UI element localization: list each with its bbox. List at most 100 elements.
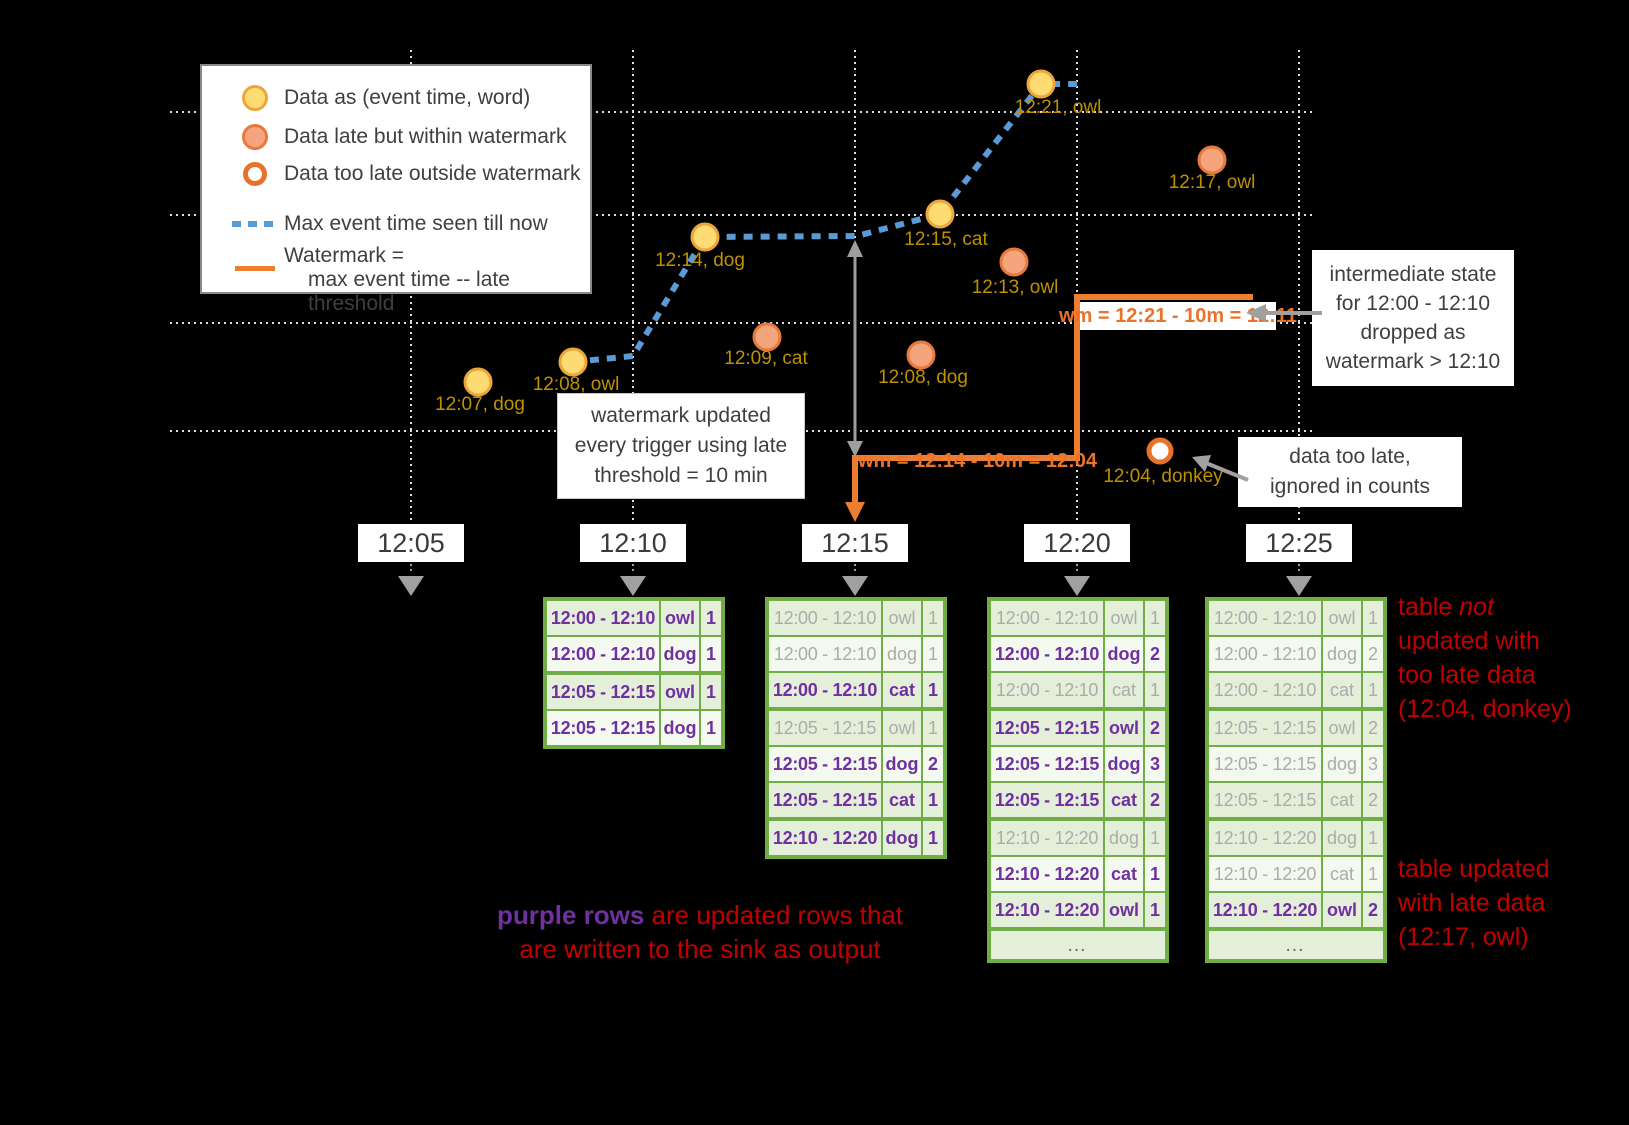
- table-cell-word: cat: [1321, 857, 1361, 891]
- note-purple-lead: purple rows: [496, 900, 645, 930]
- callout-line: every trigger using late: [574, 434, 788, 457]
- table-cell-w: 12:10 - 12:20: [1209, 857, 1321, 891]
- callout-line: threshold = 10 min: [594, 464, 768, 487]
- table-cell-w: 12:00 - 12:10: [991, 601, 1103, 635]
- table-row: 12:00 - 12:10 owl 1: [547, 601, 721, 635]
- data-point-late: [999, 247, 1029, 277]
- table-cell-n: 1: [1361, 857, 1383, 891]
- table-cell-w: 12:00 - 12:10: [547, 601, 659, 635]
- table-cell-word: cat: [1321, 673, 1361, 707]
- table-cell-w: 12:00 - 12:10: [769, 673, 881, 707]
- table-cell-w: 12:05 - 12:15: [769, 711, 881, 745]
- trigger-time-12-20: 12:20: [1024, 524, 1130, 562]
- table-ellipsis-row: …: [1209, 927, 1383, 959]
- too-late-point-icon: [226, 161, 284, 186]
- table-cell-word: owl: [1103, 893, 1143, 927]
- table-row: 12:10 - 12:20 owl 2: [1209, 891, 1383, 927]
- watermark-equation-12-20: wm = 12:21 - 10m = 12:11: [1059, 302, 1297, 330]
- table-cell-w: 12:00 - 12:10: [547, 637, 659, 671]
- table-row: 12:05 - 12:15 cat 1: [769, 781, 943, 817]
- table-row: 12:10 - 12:20 dog 1: [991, 817, 1165, 855]
- data-point-label: 12:21, owl: [1014, 97, 1102, 118]
- table-row: 12:00 - 12:10 dog 2: [1209, 635, 1383, 671]
- late-threshold-double-arrow: [847, 240, 863, 457]
- legend-item-watermark: Watermark = max event time -- late thres…: [226, 244, 590, 316]
- table-cell-n: 2: [1143, 637, 1165, 671]
- callout-watermark-updated: watermark updated every trigger using la…: [557, 393, 805, 499]
- table-row: 12:05 - 12:15 cat 2: [991, 781, 1165, 817]
- data-point-ontime: [925, 199, 955, 229]
- table-cell-n: 1: [921, 637, 943, 671]
- result-table-12:25: 12:00 - 12:10 owl 1 12:00 - 12:10 dog 2 12:00 …: [1205, 597, 1387, 963]
- table-cell-n: 3: [1143, 747, 1165, 781]
- data-point-label: 12:15, cat: [904, 229, 988, 250]
- data-point-label: 12:17, owl: [1168, 172, 1256, 193]
- table-cell-w: 12:00 - 12:10: [769, 601, 881, 635]
- table-cell-word: dog: [659, 637, 699, 671]
- trigger-time-12-10: 12:10: [580, 524, 686, 562]
- table-cell-word: dog: [1103, 637, 1143, 671]
- data-point-late: [1197, 145, 1227, 175]
- trigger-time-12-05: 12:05: [358, 524, 464, 562]
- table-row: 12:00 - 12:10 dog 1: [547, 635, 721, 671]
- callout-line: intermediate state: [1329, 263, 1497, 286]
- callout-line: watermark updated: [591, 404, 771, 427]
- table-cell-n: 1: [1361, 821, 1383, 855]
- data-points: [463, 69, 1227, 465]
- legend-label: Data late but within watermark: [284, 124, 567, 148]
- table-row: 12:00 - 12:10 dog 1: [769, 635, 943, 671]
- table-cell-n: 1: [699, 637, 721, 671]
- table-cell-w: 12:10 - 12:20: [1209, 893, 1321, 927]
- note-text: too late data: [1398, 661, 1536, 689]
- trigger-time-12-15: 12:15: [802, 524, 908, 562]
- table-cell-w: 12:10 - 12:20: [991, 893, 1103, 927]
- note-text: with late data: [1398, 889, 1546, 917]
- data-point-label: 12:04, donkey: [1103, 466, 1223, 487]
- result-table-12:10: 12:00 - 12:10 owl 1 12:00 - 12:10 dog 1 12:05 …: [543, 597, 725, 749]
- trigger-time-12-25: 12:25: [1246, 524, 1352, 562]
- table-row: 12:00 - 12:10 cat 1: [769, 671, 943, 707]
- table-cell-word: owl: [1103, 601, 1143, 635]
- table-cell-w: 12:05 - 12:15: [769, 783, 881, 817]
- table-cell-word: cat: [1321, 783, 1361, 817]
- table-cell-word: dog: [659, 711, 699, 745]
- watermark-line: [852, 294, 1253, 505]
- callout-line: for 12:00 - 12:10: [1335, 292, 1491, 315]
- table-cell-w: 12:05 - 12:15: [991, 711, 1103, 745]
- note-text: table updated: [1398, 855, 1550, 883]
- note-text: (12:04, donkey): [1398, 695, 1572, 723]
- legend-label: Data too late outside watermark: [284, 161, 581, 185]
- callout-intermediate-state: intermediate state for 12:00 - 12:10 dro…: [1312, 250, 1514, 386]
- table-cell-word: owl: [1321, 601, 1361, 635]
- table-cell-n: 1: [699, 711, 721, 745]
- table-cell-n: 2: [1361, 637, 1383, 671]
- watermark-line-arrowhead: [845, 502, 865, 522]
- table-cell-n: 2: [1361, 711, 1383, 745]
- data-point-ontime: [558, 347, 588, 377]
- table-cell-n: 1: [1143, 857, 1165, 891]
- table-cell-n: 1: [1143, 821, 1165, 855]
- table-cell-n: 1: [1143, 893, 1165, 927]
- table-row: 12:05 - 12:15 owl 2: [1209, 707, 1383, 745]
- table-cell-w: 12:05 - 12:15: [769, 747, 881, 781]
- table-cell-n: 3: [1361, 747, 1383, 781]
- table-cell-word: dog: [1103, 821, 1143, 855]
- data-point-label: 12:14, dog: [655, 250, 745, 271]
- table-cell-word: owl: [1103, 711, 1143, 745]
- table-cell-word: owl: [881, 601, 921, 635]
- data-point-label: 12:07, dog: [435, 394, 525, 415]
- table-row: 12:05 - 12:15 dog 3: [991, 745, 1165, 781]
- table-row: 12:10 - 12:20 cat 1: [1209, 855, 1383, 891]
- data-point-late: [906, 340, 936, 370]
- callout-data-too-late: data too late, ignored in counts: [1238, 437, 1462, 507]
- table-cell-w: 12:05 - 12:15: [547, 711, 659, 745]
- table-cell-n: 2: [1143, 783, 1165, 817]
- data-point-ontime: [690, 222, 720, 252]
- table-cell-word: dog: [1321, 747, 1361, 781]
- callout-line: dropped as: [1360, 321, 1466, 344]
- table-cell-word: dog: [881, 747, 921, 781]
- table-row: 12:00 - 12:10 cat 1: [991, 671, 1165, 707]
- table-cell-word: owl: [659, 601, 699, 635]
- note-text: are written to the sink as output: [519, 934, 881, 964]
